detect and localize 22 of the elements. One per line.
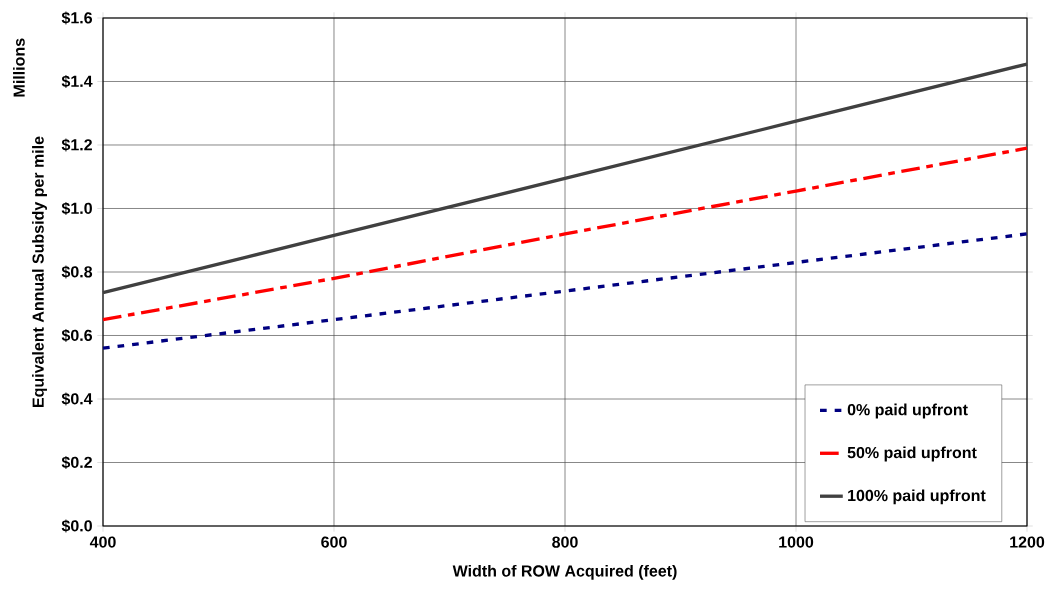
y-tick-label: $1.0: [61, 201, 92, 216]
x-tick-label: 800: [552, 536, 578, 548]
x-tick-label: 1000: [779, 536, 814, 548]
legend-label: 0% paid upfront: [847, 403, 968, 419]
y-tick-label: $0.4: [61, 392, 93, 406]
y-tick-label: $0.2: [61, 455, 92, 470]
x-axis-title: Width of ROW Acquired (feet): [452, 564, 677, 580]
y-tick-label: $0.0: [61, 519, 92, 533]
x-tick-label: 400: [89, 536, 116, 548]
text: Millions: [13, 38, 25, 97]
x-tick-label: 600: [321, 536, 347, 548]
legend-label: 100% paid upfront: [848, 489, 986, 505]
y-tick-label: $1.2: [61, 138, 92, 152]
y-tick-label: $0.6: [61, 328, 93, 343]
y-tick-label: $0.8: [61, 265, 93, 279]
line-series: [101, 232, 1029, 350]
y-tick-label: $1.4: [61, 74, 93, 89]
x-tick-label: 1200: [1010, 536, 1045, 548]
y-axis-title: Equivalent Annual Subsidy per mile: [32, 136, 47, 407]
y-tick-label: $1.6: [61, 11, 93, 25]
line-series: [101, 146, 1029, 322]
legend-label: 50% paid upfront: [847, 446, 977, 462]
